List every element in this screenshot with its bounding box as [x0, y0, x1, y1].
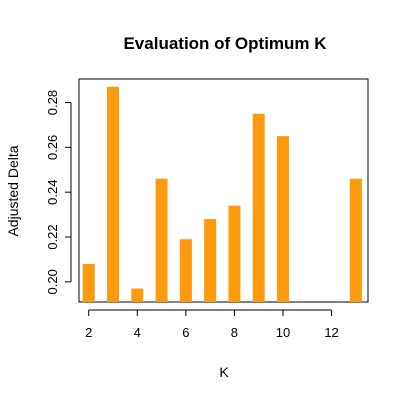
x-axis-label: K [219, 364, 229, 380]
bar-k-4 [131, 288, 144, 302]
bar-k-3 [107, 86, 119, 302]
x-axis: 2 4 6 8 10 12 [85, 309, 339, 340]
bar-k-5 [155, 178, 168, 302]
y-tick-label: 0.22 [45, 224, 60, 249]
bar-k-8 [228, 205, 241, 302]
y-tick-label: 0.26 [45, 135, 60, 160]
bar-k-10 [277, 136, 289, 302]
y-tick-label: 0.24 [45, 180, 60, 205]
x-tick-label: 2 [85, 325, 92, 340]
plot-frame [78, 78, 369, 303]
x-tick-label: 4 [134, 325, 141, 340]
bar-k-7 [204, 219, 217, 302]
x-tick-label: 8 [231, 325, 238, 340]
chart-title: Evaluation of Optimum K [123, 34, 327, 53]
y-axis-label: Adjusted Delta [5, 145, 21, 236]
y-axis: 0.20 0.22 0.24 0.26 0.28 [45, 90, 72, 294]
x-tick-label: 10 [276, 325, 290, 340]
bar-k-2 [82, 263, 95, 302]
y-tick-label: 0.20 [45, 269, 60, 294]
bar-k-6 [179, 239, 192, 302]
y-tick-label: 0.28 [45, 90, 60, 115]
bar-k-13 [349, 178, 362, 302]
bars-group [82, 86, 362, 303]
x-tick-label: 6 [182, 325, 189, 340]
x-tick-label: 12 [324, 325, 338, 340]
bar-k-9 [252, 113, 265, 303]
